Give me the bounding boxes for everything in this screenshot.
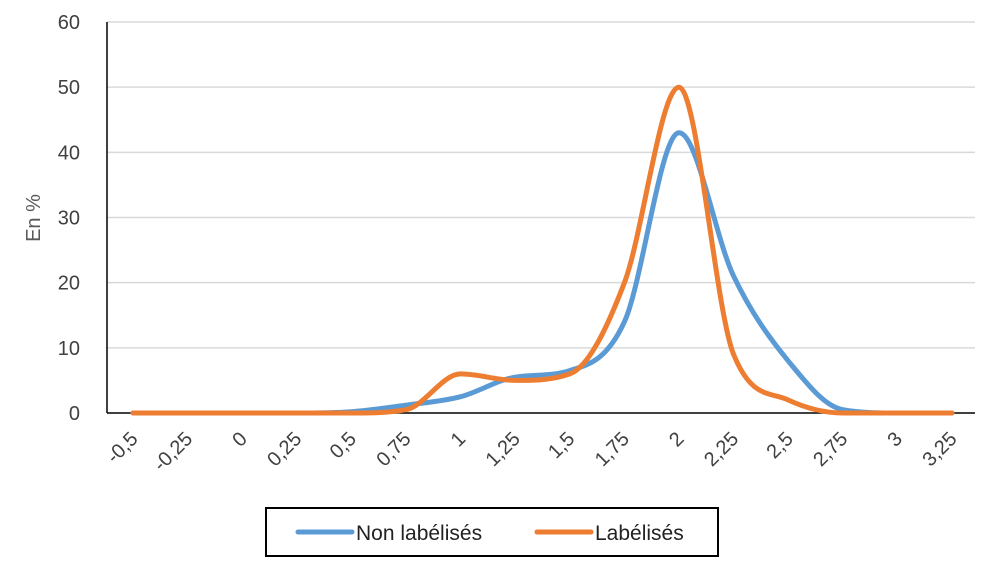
y-tick-label: 40 — [58, 142, 80, 164]
legend-label: Non labélisés — [356, 522, 482, 545]
x-tick-label: 1,5 — [544, 428, 579, 463]
x-tick-label: 2 — [665, 428, 688, 451]
y-axis-label: En % — [23, 194, 45, 242]
x-tick-label: 1,75 — [591, 428, 634, 471]
y-tick-label: 30 — [58, 208, 80, 230]
legend: Non labélisés Labélisés — [265, 507, 719, 557]
legend-label: Labélisés — [595, 522, 684, 545]
y-tick-label: 0 — [69, 403, 80, 425]
x-tick-label: -0,25 — [149, 428, 197, 476]
x-tick-label: 0,75 — [372, 428, 415, 471]
x-tick-label: 3 — [884, 428, 907, 451]
x-axis-ticks: -0,5 -0,25 0 0,25 0,5 0,75 1 1,25 1,5 1,75 2 2,25 2,… — [103, 428, 962, 476]
x-tick-label: -0,5 — [103, 428, 143, 468]
x-tick-label: 0,25 — [263, 428, 306, 471]
y-axis-ticks: 0 10 20 30 40 50 60 — [58, 12, 80, 425]
y-tick-label: 20 — [58, 273, 80, 295]
x-tick-label: 2,25 — [700, 428, 743, 471]
series-lines — [130, 84, 955, 416]
y-tick-label: 60 — [58, 12, 80, 34]
y-tick-label: 10 — [58, 338, 80, 360]
y-tick-label: 50 — [58, 77, 80, 99]
series-line-labelises — [130, 84, 955, 416]
x-tick-label: 2,75 — [809, 428, 852, 471]
x-tick-label: 1 — [447, 428, 470, 451]
x-tick-label: 3,25 — [918, 428, 961, 471]
x-tick-label: 0,5 — [326, 428, 361, 463]
x-tick-label: 2,5 — [763, 428, 798, 463]
series-line-non-labelises — [130, 130, 955, 416]
x-tick-label: 0 — [228, 428, 251, 451]
gridlines — [107, 21, 975, 349]
x-tick-label: 1,25 — [482, 428, 525, 471]
